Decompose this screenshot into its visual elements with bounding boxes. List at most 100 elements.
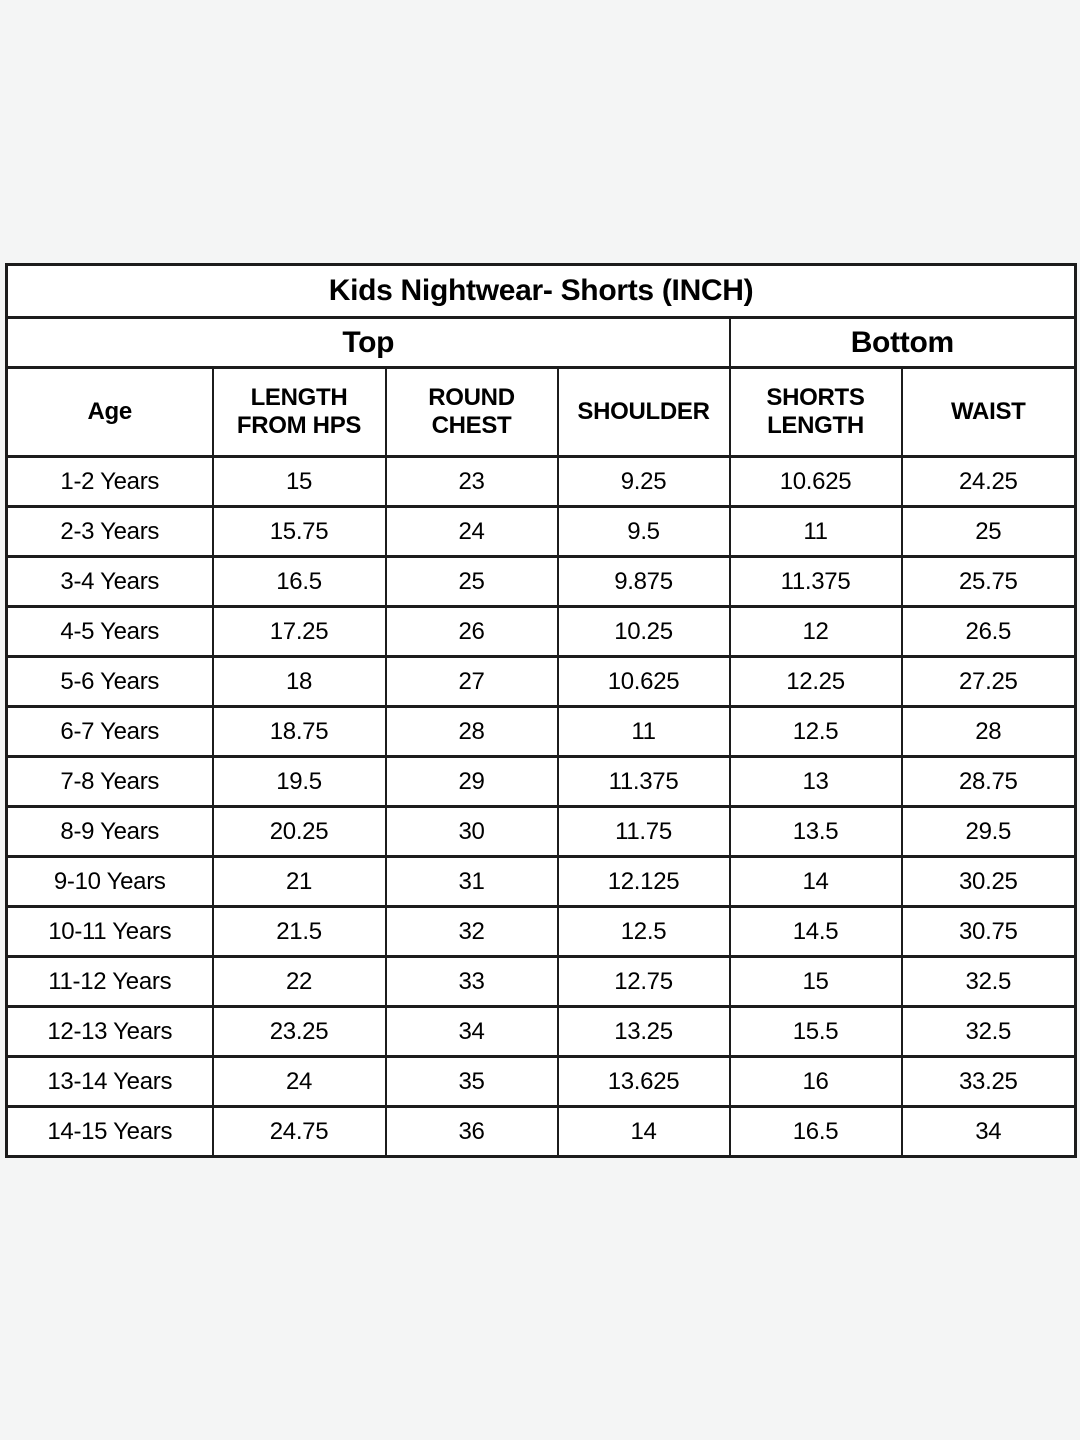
waist-cell: 25.75 xyxy=(900,555,1077,608)
shorts-length-cell: 12 xyxy=(728,605,903,658)
round-chest-cell: 26 xyxy=(384,605,559,658)
length-from-hps-cell: 18.75 xyxy=(211,705,387,758)
round-chest-cell: 27 xyxy=(384,655,559,708)
shorts-length-cell: 11 xyxy=(728,505,903,558)
table-body: 1-2 Years 15 23 9.25 10.625 24.25 2-3 Ye… xyxy=(5,455,1077,1158)
shoulder-cell: 14 xyxy=(556,1105,731,1158)
shorts-length-cell: 10.625 xyxy=(728,455,903,508)
round-chest-cell: 34 xyxy=(384,1005,559,1058)
table-row: 9-10 Years 21 31 12.125 14 30.25 xyxy=(5,855,1077,908)
table-row: 1-2 Years 15 23 9.25 10.625 24.25 xyxy=(5,455,1077,508)
section-header-bottom: Bottom xyxy=(728,316,1077,369)
shorts-length-cell: 14.5 xyxy=(728,905,903,958)
column-header-shorts-length: SHORTS LENGTH xyxy=(728,366,903,458)
shorts-length-cell: 13 xyxy=(728,755,903,808)
age-cell: 8-9 Years xyxy=(5,805,214,858)
waist-cell: 28 xyxy=(900,705,1077,758)
table-row: 12-13 Years 23.25 34 13.25 15.5 32.5 xyxy=(5,1005,1077,1058)
age-cell: 13-14 Years xyxy=(5,1055,214,1108)
shorts-length-cell: 11.375 xyxy=(728,555,903,608)
length-from-hps-cell: 15.75 xyxy=(211,505,387,558)
shoulder-cell: 9.5 xyxy=(556,505,731,558)
round-chest-cell: 36 xyxy=(384,1105,559,1158)
age-cell: 3-4 Years xyxy=(5,555,214,608)
shoulder-cell: 10.625 xyxy=(556,655,731,708)
round-chest-cell: 32 xyxy=(384,905,559,958)
age-cell: 2-3 Years xyxy=(5,505,214,558)
title-row: Kids Nightwear- Shorts (INCH) xyxy=(5,263,1077,319)
age-cell: 5-6 Years xyxy=(5,655,214,708)
shoulder-cell: 12.75 xyxy=(556,955,731,1008)
column-header-waist: WAIST xyxy=(900,366,1077,458)
column-header-shoulder: SHOULDER xyxy=(556,366,731,458)
shorts-length-cell: 13.5 xyxy=(728,805,903,858)
round-chest-cell: 28 xyxy=(384,705,559,758)
round-chest-cell: 30 xyxy=(384,805,559,858)
age-cell: 1-2 Years xyxy=(5,455,214,508)
waist-cell: 29.5 xyxy=(900,805,1077,858)
round-chest-cell: 31 xyxy=(384,855,559,908)
round-chest-cell: 23 xyxy=(384,455,559,508)
age-cell: 9-10 Years xyxy=(5,855,214,908)
waist-cell: 30.75 xyxy=(900,905,1077,958)
shorts-length-cell: 12.5 xyxy=(728,705,903,758)
round-chest-cell: 24 xyxy=(384,505,559,558)
shorts-length-cell: 16.5 xyxy=(728,1105,903,1158)
shorts-length-cell: 14 xyxy=(728,855,903,908)
waist-cell: 30.25 xyxy=(900,855,1077,908)
waist-cell: 33.25 xyxy=(900,1055,1077,1108)
length-from-hps-cell: 22 xyxy=(211,955,387,1008)
length-from-hps-cell: 16.5 xyxy=(211,555,387,608)
length-from-hps-cell: 20.25 xyxy=(211,805,387,858)
table-row: 11-12 Years 22 33 12.75 15 32.5 xyxy=(5,955,1077,1008)
length-from-hps-cell: 21.5 xyxy=(211,905,387,958)
length-from-hps-cell: 19.5 xyxy=(211,755,387,808)
shorts-length-cell: 16 xyxy=(728,1055,903,1108)
shorts-length-cell: 15 xyxy=(728,955,903,1008)
shoulder-cell: 11 xyxy=(556,705,731,758)
table-row: 13-14 Years 24 35 13.625 16 33.25 xyxy=(5,1055,1077,1108)
table-row: 3-4 Years 16.5 25 9.875 11.375 25.75 xyxy=(5,555,1077,608)
shoulder-cell: 12.5 xyxy=(556,905,731,958)
table-row: 14-15 Years 24.75 36 14 16.5 34 xyxy=(5,1105,1077,1158)
shoulder-cell: 12.125 xyxy=(556,855,731,908)
shoulder-cell: 13.625 xyxy=(556,1055,731,1108)
table-row: 8-9 Years 20.25 30 11.75 13.5 29.5 xyxy=(5,805,1077,858)
length-from-hps-cell: 18 xyxy=(211,655,387,708)
table-row: 2-3 Years 15.75 24 9.5 11 25 xyxy=(5,505,1077,558)
waist-cell: 25 xyxy=(900,505,1077,558)
age-cell: 14-15 Years xyxy=(5,1105,214,1158)
age-cell: 4-5 Years xyxy=(5,605,214,658)
waist-cell: 32.5 xyxy=(900,1005,1077,1058)
shoulder-cell: 9.875 xyxy=(556,555,731,608)
waist-cell: 27.25 xyxy=(900,655,1077,708)
table-row: 5-6 Years 18 27 10.625 12.25 27.25 xyxy=(5,655,1077,708)
length-from-hps-cell: 17.25 xyxy=(211,605,387,658)
table-row: 7-8 Years 19.5 29 11.375 13 28.75 xyxy=(5,755,1077,808)
size-chart-table: Kids Nightwear- Shorts (INCH) Top Bottom… xyxy=(5,263,1078,1158)
waist-cell: 24.25 xyxy=(900,455,1077,508)
age-cell: 6-7 Years xyxy=(5,705,214,758)
waist-cell: 28.75 xyxy=(900,755,1077,808)
waist-cell: 32.5 xyxy=(900,955,1077,1008)
table-row: 10-11 Years 21.5 32 12.5 14.5 30.75 xyxy=(5,905,1077,958)
shoulder-cell: 11.75 xyxy=(556,805,731,858)
length-from-hps-cell: 24 xyxy=(211,1055,387,1108)
column-header-age: Age xyxy=(5,366,214,458)
shoulder-cell: 9.25 xyxy=(556,455,731,508)
chart-title: Kids Nightwear- Shorts (INCH) xyxy=(5,263,1077,319)
age-cell: 10-11 Years xyxy=(5,905,214,958)
shoulder-cell: 13.25 xyxy=(556,1005,731,1058)
waist-cell: 34 xyxy=(900,1105,1077,1158)
shorts-length-cell: 12.25 xyxy=(728,655,903,708)
shoulder-cell: 11.375 xyxy=(556,755,731,808)
section-header-top: Top xyxy=(5,316,731,369)
shorts-length-cell: 15.5 xyxy=(728,1005,903,1058)
age-cell: 11-12 Years xyxy=(5,955,214,1008)
table-row: 6-7 Years 18.75 28 11 12.5 28 xyxy=(5,705,1077,758)
column-header-length-from-hps: LENGTH FROM HPS xyxy=(211,366,387,458)
shoulder-cell: 10.25 xyxy=(556,605,731,658)
round-chest-cell: 29 xyxy=(384,755,559,808)
round-chest-cell: 35 xyxy=(384,1055,559,1108)
